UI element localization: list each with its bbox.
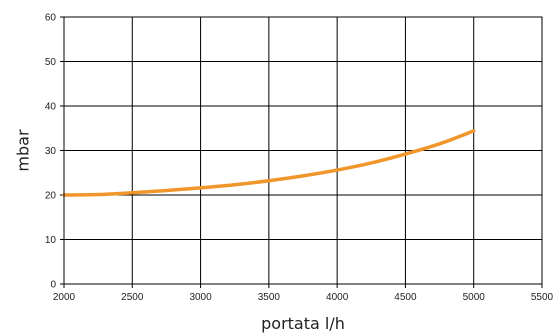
x-tick-label: 3500 [258,292,281,303]
series-layer [62,129,476,197]
x-tick-label: 3000 [189,292,212,303]
x-tick-label: 4000 [326,292,349,303]
x-tick-label: 5500 [531,292,554,303]
x-tick-label: 5000 [463,292,486,303]
series-line [62,129,476,197]
y-tick-label: 40 [45,102,57,113]
y-tick-label: 50 [45,57,57,68]
y-axis-title: mbar [14,129,33,172]
plot-frame [63,16,543,285]
x-tick-label: 2000 [53,292,76,303]
y-tick-label: 0 [50,280,56,291]
y-axis-ticks: 0 10 20 30 40 50 60 [45,13,57,291]
grid [60,16,543,288]
y-tick-label: 60 [45,13,57,24]
x-tick-label: 2500 [121,292,144,303]
y-tick-label: 20 [45,191,57,202]
x-axis-ticks: 2000 2500 3000 3500 4000 4500 5000 5500 [53,292,554,303]
y-tick-label: 30 [45,146,57,157]
x-axis-title: portata l/h [261,314,345,333]
y-tick-label: 10 [45,235,57,246]
x-tick-label: 4500 [394,292,417,303]
